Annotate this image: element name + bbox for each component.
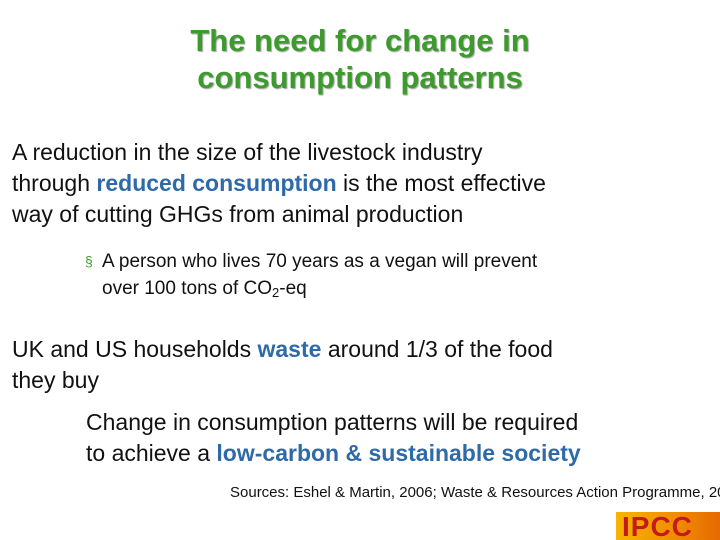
text-fragment: around 1/3 of the food [321,336,553,362]
paragraph-livestock: A reduction in the size of the livestock… [12,137,717,230]
text-fragment: over 100 tons of CO [102,278,273,299]
subscript-2: 2 [272,285,280,300]
highlight-waste: waste [257,336,322,362]
paragraph-livestock-line-3: way of cutting GHGs from animal producti… [12,201,464,227]
highlight-low-carbon: low-carbon & sustainable society [216,440,581,466]
text-fragment: to achieve a [86,440,217,466]
paragraph-food-waste-line-2: they buy [12,367,99,393]
bullet-text: A person who lives 70 years as a vegan w… [102,248,705,302]
bullet-marker-icon: § [85,253,93,269]
logo-bar [616,512,720,540]
bullet-vegan: § A person who lives 70 years as a vegan… [85,248,705,302]
paragraph-food-waste-line-1: UK and US households waste around 1/3 of… [12,334,717,365]
paragraph-food-waste: UK and US households waste around 1/3 of… [12,334,717,396]
text-fragment: through [12,170,97,196]
text-fragment: -eq [279,278,307,299]
text-fragment: UK and US households [12,336,258,362]
paragraph-livestock-line-2: through reduced consumption is the most … [12,168,717,199]
paragraph-livestock-line-1: A reduction in the size of the livestock… [12,139,483,165]
paragraph-conclusion: Change in consumption patterns will be r… [86,407,706,469]
bullet-line-1: A person who lives 70 years as a vegan w… [102,251,538,272]
slide-title: The need for change in consumption patte… [0,22,720,96]
ipcc-logo: IPCC [622,511,693,540]
slide-title-line-2: consumption patterns [197,60,523,95]
sources-citation: Sources: Eshel & Martin, 2006; Waste & R… [230,484,720,501]
text-fragment: is the most effective [336,170,546,196]
slide-title-line-1: The need for change in [190,23,530,58]
bullet-line-2: over 100 tons of CO2-eq [102,275,705,302]
paragraph-conclusion-line-2: to achieve a low-carbon & sustainable so… [86,438,706,469]
highlight-reduced-consumption: reduced consumption [96,170,337,196]
paragraph-conclusion-line-1: Change in consumption patterns will be r… [86,409,579,435]
